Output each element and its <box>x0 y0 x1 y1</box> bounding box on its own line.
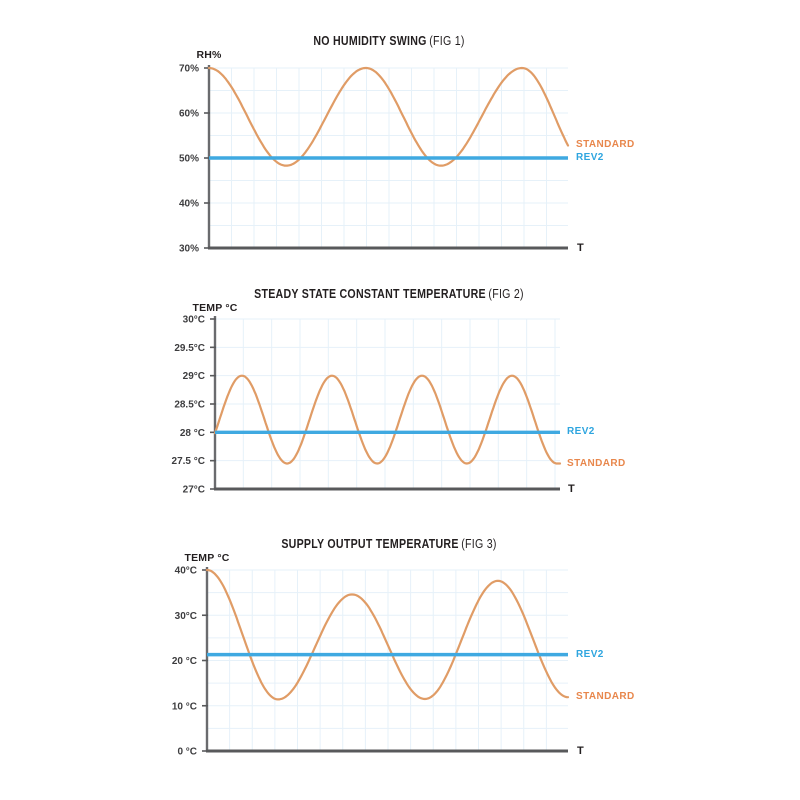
standard-curve <box>213 374 562 465</box>
standard-curve <box>207 66 570 167</box>
fig3-title-text: SUPPLY OUTPUT TEMPERATURE <box>281 537 459 551</box>
fig3-rev2-series-label: REV2 <box>576 648 604 660</box>
y-tick-label: 60% <box>179 109 199 120</box>
y-tick-label: 20 °C <box>172 656 197 667</box>
y-tick-label: 70% <box>179 64 199 75</box>
fig1-title: NO HUMIDITY SWING (FIG 1) <box>143 34 634 49</box>
y-tick-label: 30°C <box>175 611 197 622</box>
standard-curve <box>205 568 570 701</box>
fig2-title-text: STEADY STATE CONSTANT TEMPERATURE <box>254 287 486 301</box>
y-tick-label: 29°C <box>183 371 205 382</box>
y-tick-label: 30% <box>179 244 199 255</box>
fig2-y-axis-label: TEMP °C <box>192 302 238 314</box>
fig2-x-axis-label: T <box>568 483 575 495</box>
fig2-fig-label: (FIG 2) <box>488 287 524 301</box>
y-tick-label: 28.5°C <box>174 400 205 411</box>
fig2-standard-series-label: STANDARD <box>567 457 626 469</box>
fig1-x-axis-label: T <box>577 242 584 254</box>
fig1-fig-label: (FIG 1) <box>429 34 465 48</box>
fig1-standard-series-label: STANDARD <box>576 139 635 151</box>
fig1-title-text: NO HUMIDITY SWING <box>313 34 427 48</box>
y-tick-label: 28 °C <box>180 428 205 439</box>
fig1-y-axis-label: RH% <box>196 49 222 61</box>
fig3-fig-label: (FIG 3) <box>461 537 497 551</box>
y-tick-label: 0 °C <box>177 747 197 758</box>
fig1-rev2-series-label: REV2 <box>576 152 604 163</box>
fig2-title: STEADY STATE CONSTANT TEMPERATURE (FIG 2) <box>143 287 634 302</box>
fig3-standard-series-label: STANDARD <box>576 691 635 703</box>
y-tick-label: 27.5 °C <box>172 456 205 467</box>
fig3-y-axis-label: TEMP °C <box>184 552 230 564</box>
y-tick-label: 50% <box>179 154 199 165</box>
y-tick-label: 40°C <box>175 566 197 577</box>
y-tick-label: 10 °C <box>172 701 197 712</box>
fig2-rev2-series-label: REV2 <box>567 426 595 438</box>
y-tick-label: 40% <box>179 199 199 210</box>
y-tick-label: 29.5°C <box>174 343 205 354</box>
y-tick-label: 27°C <box>183 485 205 496</box>
y-tick-label: 30°C <box>183 315 205 326</box>
fig3-title: SUPPLY OUTPUT TEMPERATURE (FIG 3) <box>143 537 634 552</box>
fig3-x-axis-label: T <box>577 745 584 757</box>
